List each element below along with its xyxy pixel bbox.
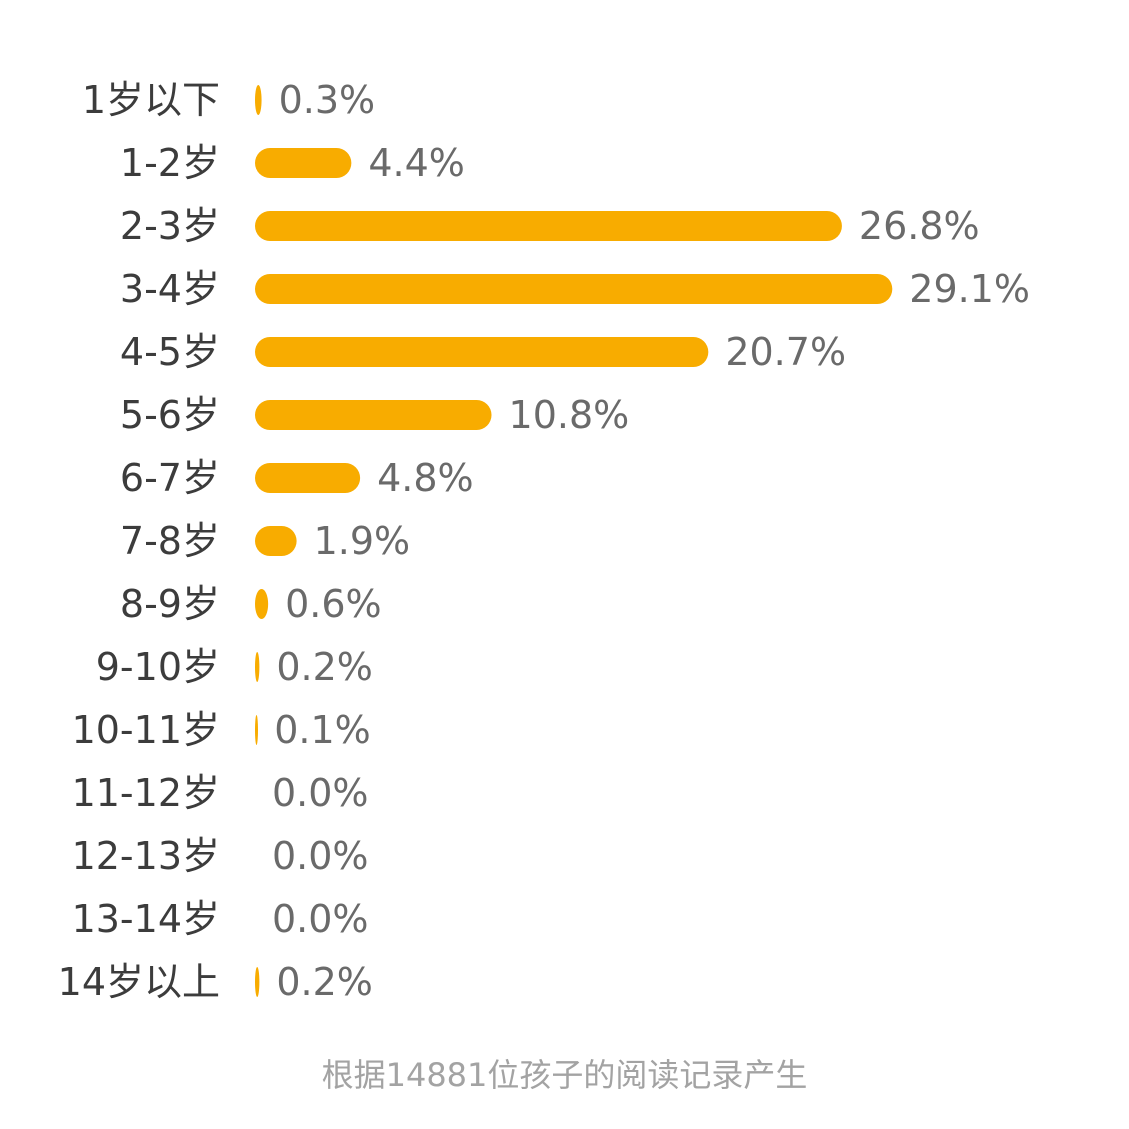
value-label: 20.7% [725, 330, 846, 374]
value-label: 0.1% [274, 708, 371, 752]
value-label: 26.8% [859, 204, 980, 248]
value-label: 0.2% [276, 645, 373, 689]
category-label: 12-13岁 [72, 834, 220, 878]
value-label: 0.0% [272, 771, 369, 815]
category-label: 9-10岁 [96, 645, 220, 689]
value-label: 29.1% [909, 267, 1030, 311]
value-label: 0.0% [272, 834, 369, 878]
bar [255, 211, 842, 241]
category-label: 6-7岁 [120, 456, 220, 500]
category-label: 14岁以上 [58, 960, 220, 1004]
bar [255, 148, 352, 178]
bar [255, 526, 297, 556]
bar [255, 652, 260, 682]
category-label: 8-9岁 [120, 582, 220, 626]
bar [255, 337, 709, 367]
category-label: 1-2岁 [120, 141, 220, 185]
value-label: 0.3% [279, 78, 376, 122]
value-label: 4.8% [377, 456, 474, 500]
category-label: 2-3岁 [120, 204, 220, 248]
bar [255, 967, 260, 997]
bar [255, 715, 258, 745]
value-label: 0.6% [285, 582, 382, 626]
value-label: 10.8% [509, 393, 630, 437]
category-label: 4-5岁 [120, 330, 220, 374]
category-label: 11-12岁 [72, 771, 220, 815]
value-label: 1.9% [314, 519, 411, 563]
value-label: 4.4% [368, 141, 465, 185]
category-label: 5-6岁 [120, 393, 220, 437]
bar [255, 274, 893, 304]
bar [255, 400, 492, 430]
category-label: 3-4岁 [120, 267, 220, 311]
bar [255, 463, 361, 493]
category-label: 13-14岁 [72, 897, 220, 941]
value-label: 0.0% [272, 897, 369, 941]
bar [255, 85, 262, 115]
category-label: 7-8岁 [120, 519, 220, 563]
category-label: 1岁以下 [82, 78, 220, 122]
value-label: 0.2% [276, 960, 373, 1004]
chart-footnote: 根据14881位孩子的阅读记录产生 [321, 1056, 808, 1094]
category-label: 10-11岁 [72, 708, 220, 752]
bar [255, 589, 269, 619]
